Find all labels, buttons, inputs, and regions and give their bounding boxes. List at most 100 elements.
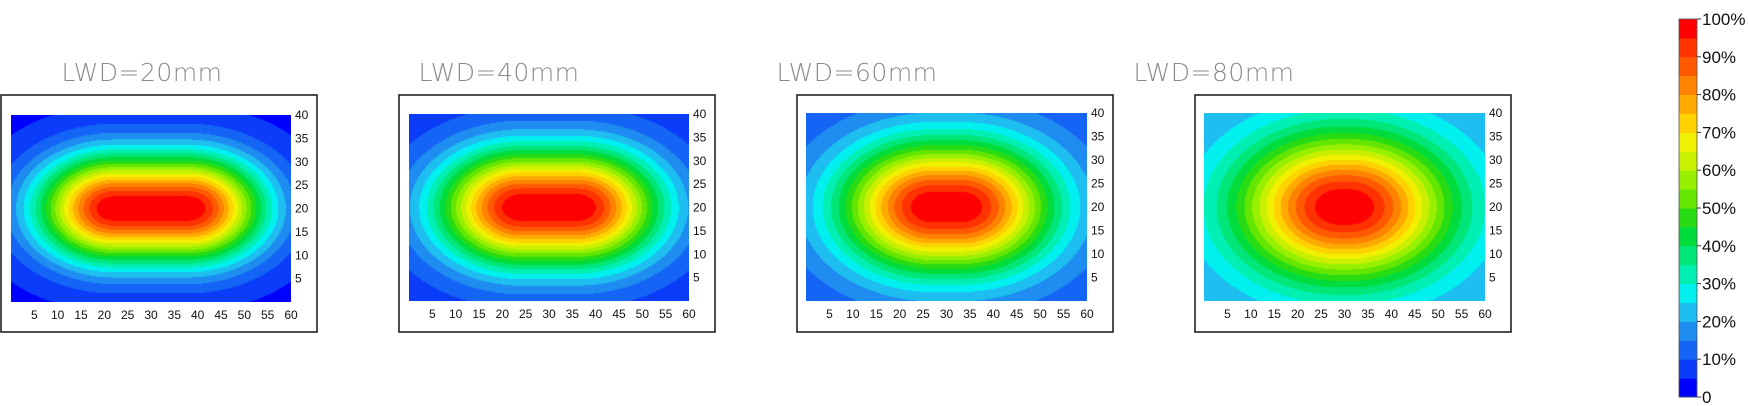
y-tick-label: 35 [295,131,309,145]
y-tick-label: 30 [693,154,707,168]
x-tick-label: 10 [1244,307,1258,321]
x-tick-label: 35 [566,307,580,321]
x-tick-label: 25 [519,307,533,321]
x-tick-label: 45 [612,307,626,321]
x-tick-label: 55 [261,308,275,322]
colorbar-label: 0 [1702,388,1711,406]
y-tick-label: 40 [295,108,309,122]
y-tick-label: 10 [1489,247,1503,261]
x-tick-label: 30 [940,307,954,321]
y-tick-label: 20 [693,201,707,215]
x-tick-label: 40 [987,307,1001,321]
x-tick-label: 55 [659,307,673,321]
colorbar-swatch [1679,340,1697,360]
colorbar-label: 90% [1702,48,1736,67]
colorbar-swatch [1679,208,1697,228]
x-tick-label: 60 [284,308,298,322]
y-tick-label: 10 [1091,247,1105,261]
colorbar-swatch [1679,19,1697,39]
colorbar-swatch [1679,37,1697,58]
x-tick-label: 10 [846,307,860,321]
heatmap-panel-1: 5 10 15 20 25 30 35 40 45 50 55 60 5 10 15 20 25 30 35 40 [0,94,318,333]
panel-title: LWD=40mm [418,58,580,87]
colorbar-swatch [1679,302,1697,322]
x-tick-label: 40 [1385,307,1399,321]
x-tick-label: 35 [1361,307,1375,321]
x-tick-label: 45 [214,308,228,322]
panel-frame [1194,94,1512,333]
colorbar-swatch [1679,245,1697,266]
colorbar-label: 40% [1702,237,1736,256]
colorbar-swatch [1679,75,1697,96]
y-tick-label: 40 [1489,106,1503,120]
colorbar-label: 60% [1702,161,1736,180]
y-tick-label: 35 [693,130,707,144]
y-tick-label: 25 [1091,177,1105,191]
colorbar-label: 50% [1702,199,1736,218]
colorbar-label: 20% [1702,312,1736,331]
colorbar-swatch [1679,378,1697,398]
x-tick-label: 15 [1268,307,1282,321]
colorbar-swatch [1679,113,1697,133]
y-tick-label: 10 [295,248,309,262]
x-tick-label: 20 [98,308,112,322]
y-tick-label: 40 [693,107,707,121]
x-tick-label: 15 [870,307,884,321]
y-tick-label: 30 [295,155,309,169]
heatmap-surface [409,114,689,301]
y-tick-label: 25 [1489,177,1503,191]
x-tick-label: 15 [472,307,486,321]
x-tick-label: 55 [1057,307,1071,321]
x-tick-label: 25 [121,308,135,322]
heatmap-surface [1204,113,1485,301]
x-tick-label: 50 [1431,307,1445,321]
panel-frame [398,94,716,333]
y-tick-label: 5 [1489,271,1496,285]
colorbar-label: 10% [1702,350,1736,369]
x-tick-label: 15 [74,308,88,322]
colorbar-swatch [1679,359,1697,379]
x-tick-label: 20 [1291,307,1305,321]
heatmap-panel-2: 5 10 15 20 25 30 35 40 45 50 55 60 5 10 15 20 25 30 35 40 [398,94,716,333]
y-tick-label: 30 [1489,153,1503,167]
y-tick-label: 20 [295,202,309,216]
y-tick-label: 5 [295,272,302,286]
y-tick-label: 20 [1091,200,1105,214]
colorbar-swatch [1679,94,1697,114]
x-tick-label: 60 [682,307,696,321]
colorbar-swatch [1679,321,1697,341]
x-tick-label: 50 [636,307,650,321]
panel-frame [796,94,1114,333]
x-tick-label: 5 [31,308,38,322]
x-tick-label: 40 [191,308,205,322]
colorbar-swatch [1679,264,1697,285]
colorbar-swatch [1679,226,1697,247]
panel-title: LWD=60mm [776,58,938,87]
x-tick-label: 35 [963,307,977,321]
y-tick-label: 40 [1091,106,1105,120]
y-tick-label: 5 [693,271,700,285]
panel-title: LWD=20mm [61,58,223,87]
y-tick-label: 5 [1091,271,1098,285]
x-tick-label: 10 [449,307,463,321]
x-tick-label: 25 [1314,307,1328,321]
x-tick-label: 25 [916,307,930,321]
x-tick-label: 10 [51,308,65,322]
x-tick-label: 5 [1224,307,1231,321]
x-tick-label: 5 [826,307,833,321]
heatmap-panel-4: 5 10 15 20 25 30 35 40 45 50 55 60 5 10 15 20 25 30 35 40 [1194,94,1512,333]
heatmap-surface [11,115,291,302]
x-tick-label: 30 [542,307,556,321]
y-tick-label: 15 [1091,224,1105,238]
colorbar-swatch [1679,170,1697,190]
y-tick-label: 15 [693,224,707,238]
colorbar-swatch [1679,151,1697,171]
y-tick-label: 25 [295,178,309,192]
colorbar-swatch [1679,132,1697,152]
x-tick-label: 30 [1338,307,1352,321]
colorbar-swatch [1679,189,1697,209]
colorbar-label: 100% [1702,10,1745,29]
colorbar-label: 30% [1702,275,1736,294]
y-tick-label: 35 [1091,130,1105,144]
